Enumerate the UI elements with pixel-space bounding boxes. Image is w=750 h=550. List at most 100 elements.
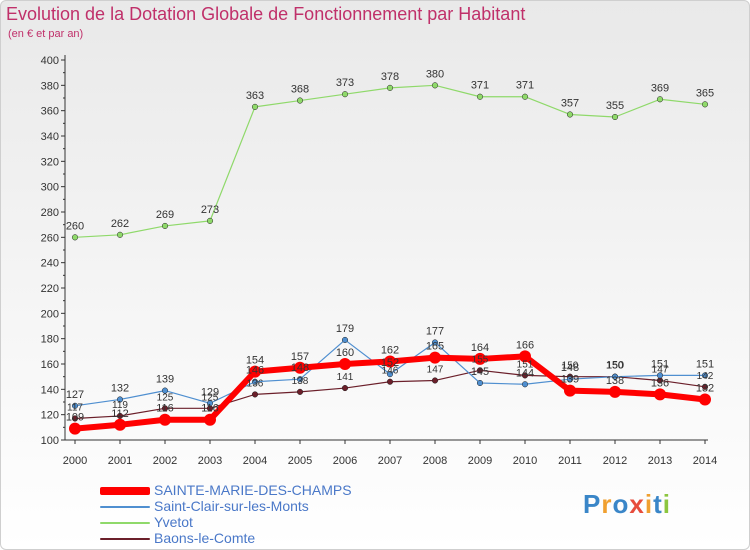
data-point-sainte-marie-des-champs bbox=[69, 422, 81, 435]
data-label-yvetot: 371 bbox=[471, 80, 489, 92]
data-point-sainte-marie-des-champs bbox=[654, 388, 666, 401]
data-label-baons-le-comte: 117 bbox=[67, 402, 83, 413]
data-label-yvetot: 269 bbox=[156, 209, 174, 221]
data-label-saint-clair-sur-les-monts: 151 bbox=[651, 358, 669, 370]
data-point-baons-le-comte bbox=[701, 383, 709, 390]
legend-swatch bbox=[100, 506, 150, 508]
legend-label: Saint-Clair-sur-les-Monts bbox=[154, 498, 309, 514]
x-tick-label: 2013 bbox=[648, 455, 672, 467]
series-layer bbox=[69, 82, 711, 435]
data-point-saint-clair-sur-les-monts bbox=[431, 339, 439, 346]
y-tick-label: 140 bbox=[41, 384, 59, 396]
data-label-sainte-marie-des-champs: 154 bbox=[246, 355, 264, 367]
data-label-baons-le-comte: 138 bbox=[292, 376, 309, 387]
data-label-saint-clair-sur-les-monts: 144 bbox=[516, 367, 534, 379]
data-label-yvetot: 273 bbox=[201, 204, 219, 216]
data-label-sainte-marie-des-champs: 112 bbox=[111, 408, 129, 420]
data-label-yvetot: 260 bbox=[66, 220, 84, 232]
data-point-saint-clair-sur-les-monts bbox=[566, 376, 574, 383]
data-label-sainte-marie-des-champs: 116 bbox=[156, 403, 174, 415]
data-label-sainte-marie-des-champs: 165 bbox=[426, 341, 444, 353]
data-label-saint-clair-sur-les-monts: 151 bbox=[696, 358, 714, 370]
logo-letter: o bbox=[612, 489, 630, 519]
data-point-sainte-marie-des-champs bbox=[474, 352, 486, 365]
data-label-sainte-marie-des-champs: 157 bbox=[291, 351, 309, 363]
data-label-baons-le-comte: 141 bbox=[337, 372, 354, 383]
data-label-sainte-marie-des-champs: 164 bbox=[471, 342, 489, 354]
data-point-yvetot bbox=[341, 91, 349, 98]
y-tick-label: 320 bbox=[41, 156, 59, 168]
data-point-baons-le-comte bbox=[296, 388, 304, 395]
proxiti-logo: Proxiti bbox=[583, 489, 671, 520]
data-point-baons-le-comte bbox=[71, 415, 79, 422]
legend-swatch bbox=[100, 522, 150, 524]
x-tick-label: 2010 bbox=[513, 455, 537, 467]
data-label-saint-clair-sur-les-monts: 179 bbox=[336, 323, 354, 335]
data-label-yvetot: 365 bbox=[696, 87, 714, 99]
y-tick-label: 240 bbox=[41, 258, 59, 270]
data-label-baons-le-comte: 150 bbox=[607, 361, 624, 372]
data-point-saint-clair-sur-les-monts bbox=[701, 372, 709, 379]
data-point-baons-le-comte bbox=[251, 391, 259, 398]
x-tick-label: 2004 bbox=[243, 455, 267, 467]
data-label-yvetot: 373 bbox=[336, 77, 354, 89]
data-point-sainte-marie-des-champs bbox=[114, 418, 126, 431]
data-label-yvetot: 355 bbox=[606, 100, 624, 112]
logo-letter: x bbox=[629, 489, 645, 519]
x-tick-label: 2012 bbox=[603, 455, 627, 467]
data-point-yvetot bbox=[386, 84, 394, 91]
data-point-sainte-marie-des-champs bbox=[249, 365, 261, 378]
data-point-yvetot bbox=[161, 222, 169, 229]
data-point-baons-le-comte bbox=[431, 377, 439, 384]
x-tick-label: 2006 bbox=[333, 455, 357, 467]
data-label-baons-le-comte: 119 bbox=[112, 400, 128, 411]
y-tick-label: 400 bbox=[41, 55, 59, 67]
data-point-yvetot bbox=[116, 231, 124, 238]
axes: 100 120 140 160 180 200 220 240 260 280 300 320 340 3… bbox=[41, 55, 717, 467]
data-point-yvetot bbox=[656, 96, 664, 103]
x-tick-label: 2009 bbox=[468, 455, 492, 467]
logo-letter: t bbox=[653, 489, 663, 519]
data-point-baons-le-comte bbox=[386, 378, 394, 385]
y-tick-label: 180 bbox=[41, 334, 59, 346]
data-label-baons-le-comte: 136 bbox=[247, 378, 264, 389]
y-tick-label: 160 bbox=[41, 359, 59, 371]
data-point-saint-clair-sur-les-monts bbox=[521, 381, 529, 388]
data-label-baons-le-comte: 155 bbox=[472, 354, 489, 365]
data-label-saint-clair-sur-les-monts: 148 bbox=[291, 362, 309, 374]
data-label-saint-clair-sur-les-monts: 152 bbox=[381, 357, 399, 369]
data-point-baons-le-comte bbox=[521, 372, 529, 379]
logo-letter: i bbox=[662, 489, 671, 519]
logo-letter: P bbox=[583, 489, 602, 519]
data-point-sainte-marie-des-champs bbox=[204, 413, 216, 426]
y-tick-label: 300 bbox=[41, 182, 59, 194]
data-label-baons-le-comte: 146 bbox=[382, 366, 399, 377]
data-point-sainte-marie-des-champs bbox=[519, 350, 531, 363]
data-point-sainte-marie-des-champs bbox=[294, 361, 306, 374]
data-point-saint-clair-sur-les-monts bbox=[116, 396, 124, 403]
data-label-yvetot: 371 bbox=[516, 80, 534, 92]
x-tick-label: 2007 bbox=[378, 455, 402, 467]
data-point-yvetot bbox=[611, 113, 619, 121]
data-point-saint-clair-sur-les-monts bbox=[296, 376, 304, 383]
legend-label: Baons-le-Comte bbox=[154, 530, 256, 546]
data-label-baons-le-comte: 147 bbox=[427, 364, 444, 375]
data-point-yvetot bbox=[566, 111, 574, 118]
data-point-saint-clair-sur-les-monts bbox=[251, 378, 259, 385]
data-label-yvetot: 369 bbox=[651, 82, 669, 94]
data-label-sainte-marie-des-champs: 166 bbox=[516, 339, 534, 351]
data-label-saint-clair-sur-les-monts: 139 bbox=[156, 374, 174, 386]
data-label-yvetot: 357 bbox=[561, 97, 579, 109]
data-point-sainte-marie-des-champs bbox=[159, 413, 171, 426]
data-label-baons-le-comte: 147 bbox=[652, 364, 669, 375]
data-label-sainte-marie-des-champs: 116 bbox=[201, 403, 219, 415]
logo-letter: r bbox=[601, 489, 613, 519]
data-label-sainte-marie-des-champs: 132 bbox=[696, 382, 714, 394]
data-point-saint-clair-sur-les-monts bbox=[611, 373, 619, 380]
x-tick-label: 2001 bbox=[108, 455, 132, 467]
data-point-sainte-marie-des-champs bbox=[429, 351, 441, 364]
data-point-sainte-marie-des-champs bbox=[699, 393, 711, 406]
y-tick-label: 280 bbox=[41, 207, 59, 219]
